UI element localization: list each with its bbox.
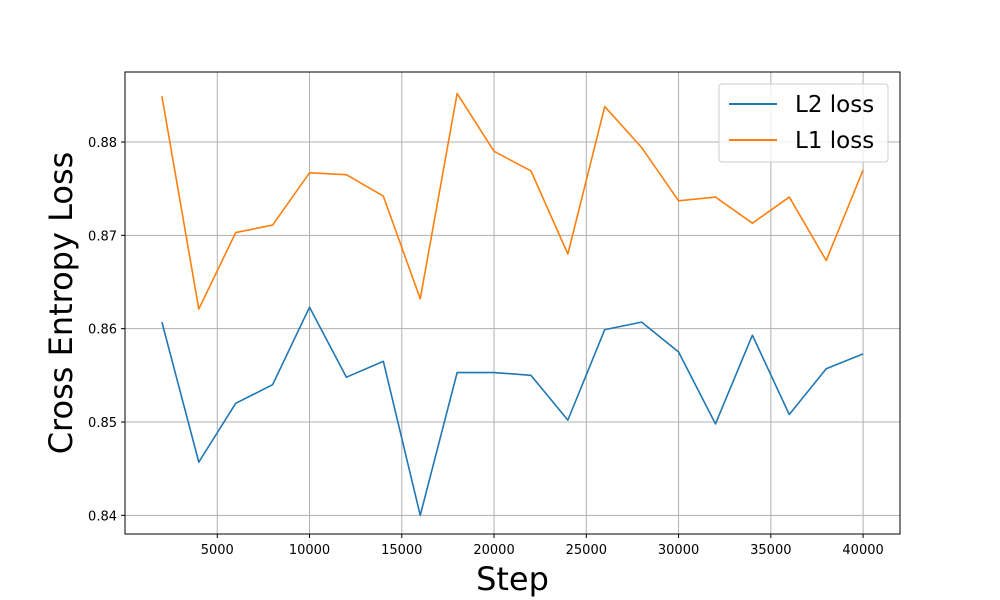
x-tick-label: 15000 <box>381 543 422 558</box>
x-tick-label: 40000 <box>842 543 883 558</box>
x-tick-label: 5000 <box>201 543 234 558</box>
plot-area-frame <box>124 71 901 535</box>
x-tick-label: 30000 <box>658 543 699 558</box>
series-line-l1-loss <box>161 92 864 310</box>
x-tick-label: 25000 <box>566 543 607 558</box>
series-lines <box>161 92 864 517</box>
legend-label-l1-loss: L1 loss <box>795 128 874 154</box>
y-tick-label: 0.88 <box>88 136 117 151</box>
x-tick-label: 20000 <box>473 543 514 558</box>
x-tick-label: 35000 <box>750 543 791 558</box>
y-axis-label: Cross Entropy Loss <box>42 152 80 455</box>
y-tick-label: 0.86 <box>88 323 117 338</box>
axis-ticks: 5000 10000 15000 20000 25000 30000 35000 40000 0… <box>88 136 884 558</box>
y-tick-label: 0.85 <box>88 416 117 431</box>
x-tick-label: 10000 <box>289 543 330 558</box>
y-tick-label: 0.84 <box>88 509 117 524</box>
x-axis-label: Step <box>476 560 549 598</box>
series-line-l2-loss <box>161 306 864 517</box>
legend: L2 loss L1 loss <box>718 83 889 163</box>
legend-label-l2-loss: L2 loss <box>795 92 874 118</box>
y-tick-label: 0.87 <box>88 229 117 244</box>
